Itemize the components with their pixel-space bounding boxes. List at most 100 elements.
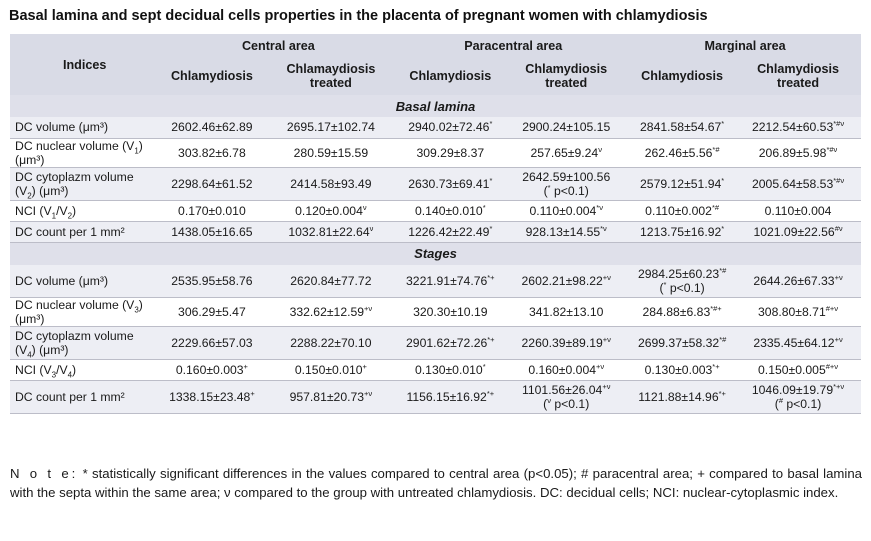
table-cell: 1213.75±16.92* [629,221,736,243]
table-cell: 0.130±0.003*+ [629,359,736,381]
table-row: DC volume (μm³) 2602.46±62.89 2695.17±102.… [10,117,861,139]
table-cell: 2602.46±62.89 [159,117,265,139]
table-cell: 1046.09±19.79*+ν (# p<0.1) [735,380,861,414]
table-cell: 341.82±13.10 [503,297,630,327]
indices-header: Indices [62,57,107,72]
table-cell: 280.59±15.59 [264,138,398,168]
table-cell: 332.62±12.59+ν [264,297,398,327]
row-label: DC cytoplazm volume (V4) (μm³) [10,326,160,360]
table-cell: 2940.02±72.46* [397,117,504,139]
row-label: DC cytoplazm volume (V2) (μm³) [10,167,160,201]
table-cell: 0.130±0.010* [397,359,504,381]
row-label: DC count per 1 mm² [10,380,160,414]
table-cell: 1101.56±26.04+ν (ν p<0.1) [503,380,630,414]
table-cell: 306.29±5.47 [159,297,265,327]
table-cell: 284.88±6.83*#+ [629,297,736,327]
table-cell: 2005.64±58.53*#ν [735,167,861,201]
table-cell: 1338.15±23.48+ [159,380,265,414]
table-cell: 0.150±0.005#+ν [735,359,861,381]
table-cell: 0.110±0.002*# [629,200,736,222]
table-cell: 2644.26±67.33+ν [735,264,861,298]
table-cell: 0.140±0.010* [397,200,504,222]
table-cell: 2695.17±102.74 [264,117,398,139]
table-cell: 2260.39±89.19+ν [503,326,630,360]
table-row: DC nuclear volume (V3) (μm³) 306.29±5.47 3… [10,297,861,327]
table-cell: 1032.81±22.64ν [264,221,398,243]
table-note: N o t e: * statistically significant dif… [10,464,862,502]
group-header-paracentral: Paracentral area [464,38,563,53]
table-row: DC cytoplazm volume (V4) (μm³) 2229.66±57… [10,326,861,360]
subcol-header: Chlamydiosis [170,69,253,83]
table-cell: 2699.37±58.32*# [629,326,736,360]
table-cell: 2298.64±61.52 [159,167,265,201]
subcol-header: Chlamydiosis treated [757,62,839,90]
table-cell: 1021.09±22.56#ν [735,221,861,243]
group-header-marginal: Marginal area [704,38,786,53]
subcol-header: Chlamaydiosis treated [286,62,376,90]
row-label: NCI (V3/V4) [10,359,160,381]
table-cell: 206.89±5.98*#ν [735,138,861,168]
table-cell: 0.110±0.004 [735,200,861,222]
header-row-groups: Indices Central area Paracentral area Ma… [10,34,861,72]
note-text: * statistically significant differences … [10,466,862,500]
table-cell: 2984.25±60.23*# (* p<0.1) [629,264,736,298]
table-cell: 1121.88±14.96*+ [629,380,736,414]
table-cell: 2630.73±69.41* [397,167,504,201]
table-row: DC count per 1 mm² 1338.15±23.48+ 957.81±2… [10,380,861,414]
table-cell: 2841.58±54.67* [629,117,736,139]
table-cell: 0.160±0.003+ [159,359,265,381]
table-cell: 303.82±6.78 [159,138,265,168]
table-cell: 2602.21±98.22+ν [503,264,630,298]
table-cell: 309.29±8.37 [397,138,504,168]
table-cell: 257.65±9.24ν [503,138,630,168]
table-cell: 2620.84±77.72 [264,264,398,298]
table-cell: 2535.95±58.76 [159,264,265,298]
table-cell: 2212.54±60.53*#ν [735,117,861,139]
row-label: DC nuclear volume (V1) (μm³) [10,138,160,168]
table-cell: 2579.12±51.94* [629,167,736,201]
table-cell: 0.150±0.010+ [264,359,398,381]
subcol-header: Chlamydiosis treated [525,62,608,90]
row-label: DC volume (μm³) [10,264,160,298]
table-cell: 308.80±8.71#+ν [735,297,861,327]
table-row: DC nuclear volume (V1) (μm³) 303.82±6.78 2… [10,138,861,168]
table-row: NCI (V1/V2) 0.170±0.010 0.120±0.004ν 0.140±… [10,200,861,222]
table-row: DC volume (μm³) 2535.95±58.76 2620.84±77.7… [10,264,861,298]
table-cell: 1226.42±22.49* [397,221,504,243]
table-cell: 2900.24±105.15 [503,117,630,139]
section-label: Stages [414,246,457,261]
table-cell: 1438.05±16.65 [159,221,265,243]
row-label: NCI (V1/V2) [10,200,160,222]
table-cell: 2901.62±72.26*+ [397,326,504,360]
group-header-central: Central area [241,38,315,53]
table-cell: 0.110±0.004*ν [503,200,630,222]
table-cell: 0.170±0.010 [159,200,265,222]
table-cell: 2642.59±100.56 (* p<0.1) [503,167,630,201]
table-cell: 2229.66±57.03 [159,326,265,360]
table-cell: 1156.15±16.92*+ [397,380,504,414]
table-cell: 957.81±20.73+ν [264,380,398,414]
table-cell: 3221.91±74.76*+ [397,264,504,298]
section-label: Basal lamina [395,98,476,114]
table-cell: 0.120±0.004ν [264,200,398,222]
table-row: DC count per 1 mm² 1438.05±16.65 1032.81±2… [10,221,861,243]
section-header-row: Stages [10,242,861,265]
row-label: DC volume (μm³) [10,117,160,139]
table-cell: 2335.45±64.12+ν [735,326,861,360]
table-cell: 928.13±14.55*ν [503,221,630,243]
table-cell: 2288.22±70.10 [264,326,398,360]
row-label: DC nuclear volume (V3) (μm³) [10,297,160,327]
note-prefix: N o t e: [10,466,79,481]
table-body: Basal lamina DC volume (μm³) 2602.46±62.89… [10,95,861,414]
subcol-header: Chlamydiosis [641,69,724,83]
subcol-header: Chlamydiosis [409,69,492,83]
table-title: Basal lamina and sept decidual cells pro… [9,8,708,24]
table-cell: 0.160±0.004+ν [503,359,630,381]
section-header-row: Basal lamina [10,95,861,117]
table-cell: 262.46±5.56*# [629,138,736,168]
data-table: Indices Central area Paracentral area Ma… [10,34,861,414]
table-row: DC cytoplazm volume (V2) (μm³) 2298.64±61… [10,167,861,201]
table-cell: 320.30±10.19 [397,297,504,327]
table-row: NCI (V3/V4) 0.160±0.003+ 0.150±0.010+ 0.130… [10,359,861,381]
table-cell: 2414.58±93.49 [264,167,398,201]
